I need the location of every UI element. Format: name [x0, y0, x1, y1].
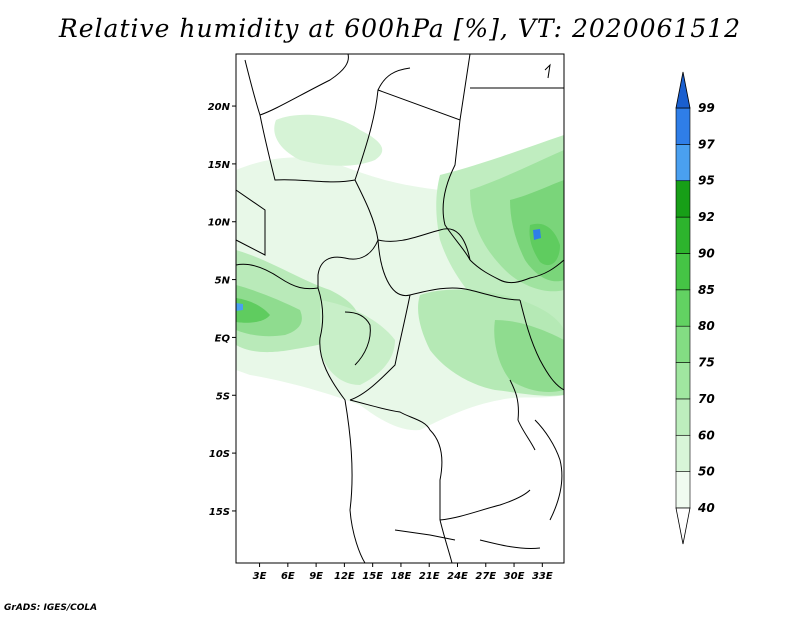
humidity-shading [236, 114, 564, 431]
lon-label: 6E [281, 571, 295, 582]
lon-label: 9E [309, 571, 323, 582]
colorbar-swatch [675, 144, 691, 182]
lon-label: 18E [391, 571, 412, 582]
lat-label: 10S [209, 449, 230, 460]
lon-label: 21E [419, 571, 440, 582]
colorbar-label: 97 [698, 137, 715, 151]
grads-credit: GrADS: IGES/COLA [4, 603, 98, 613]
colorbar-label: 60 [698, 428, 715, 442]
colorbar-label: 95 [698, 174, 715, 188]
colorbar: 40 50 60 70 75 80 85 90 92 95 97 99 [675, 71, 715, 545]
lat-label: 20N [208, 102, 231, 113]
colorbar-label: 50 [698, 465, 715, 479]
colorbar-label: 90 [698, 246, 715, 260]
lon-label: 15E [362, 571, 383, 582]
latitude-axis: 20N 15N 10N 5N EQ 5S 10S 15S [208, 102, 236, 518]
colorbar-swatch [675, 398, 691, 436]
colorbar-label: 70 [698, 392, 715, 406]
country-borders [236, 54, 564, 563]
colorbar-label: 40 [697, 501, 715, 515]
colorbar-label: 80 [698, 319, 715, 333]
lon-label: 33E [532, 571, 553, 582]
lat-label: EQ [215, 333, 231, 344]
lat-label: 15S [209, 507, 230, 518]
lon-label: 24E [447, 571, 468, 582]
colorbar-label: 92 [698, 210, 715, 224]
colorbar-swatch [675, 216, 691, 254]
lat-label: 5N [215, 276, 231, 287]
lon-label: 30E [504, 571, 525, 582]
longitude-axis: 3E 6E 9E 12E 15E 18E 21E 24E 27E 30E 33E [253, 563, 553, 582]
colorbar-label: 75 [698, 356, 715, 370]
lat-label: 10N [208, 218, 231, 229]
colorbar-swatch [675, 362, 691, 400]
colorbar-bottom-arrow [675, 507, 691, 545]
lon-label: 27E [475, 571, 496, 582]
map-panel [235, 53, 565, 564]
colorbar-swatch [675, 471, 691, 509]
lat-label: 15N [208, 160, 231, 171]
colorbar-swatch [675, 325, 691, 363]
colorbar-swatch [675, 253, 691, 291]
colorbar-top-arrow [675, 71, 691, 109]
map-frame [235, 53, 565, 564]
colorbar-swatch [675, 434, 691, 472]
colorbar-swatch [675, 107, 691, 145]
colorbar-swatch [675, 289, 691, 327]
lon-label: 3E [253, 571, 267, 582]
colorbar-label: 85 [698, 283, 715, 297]
lon-label: 12E [334, 571, 355, 582]
chart-title: Relative humidity at 600hPa [%], VT: 202… [58, 14, 742, 43]
colorbar-label: 99 [698, 101, 715, 115]
lat-label: 5S [216, 391, 230, 402]
colorbar-swatch [675, 180, 691, 218]
